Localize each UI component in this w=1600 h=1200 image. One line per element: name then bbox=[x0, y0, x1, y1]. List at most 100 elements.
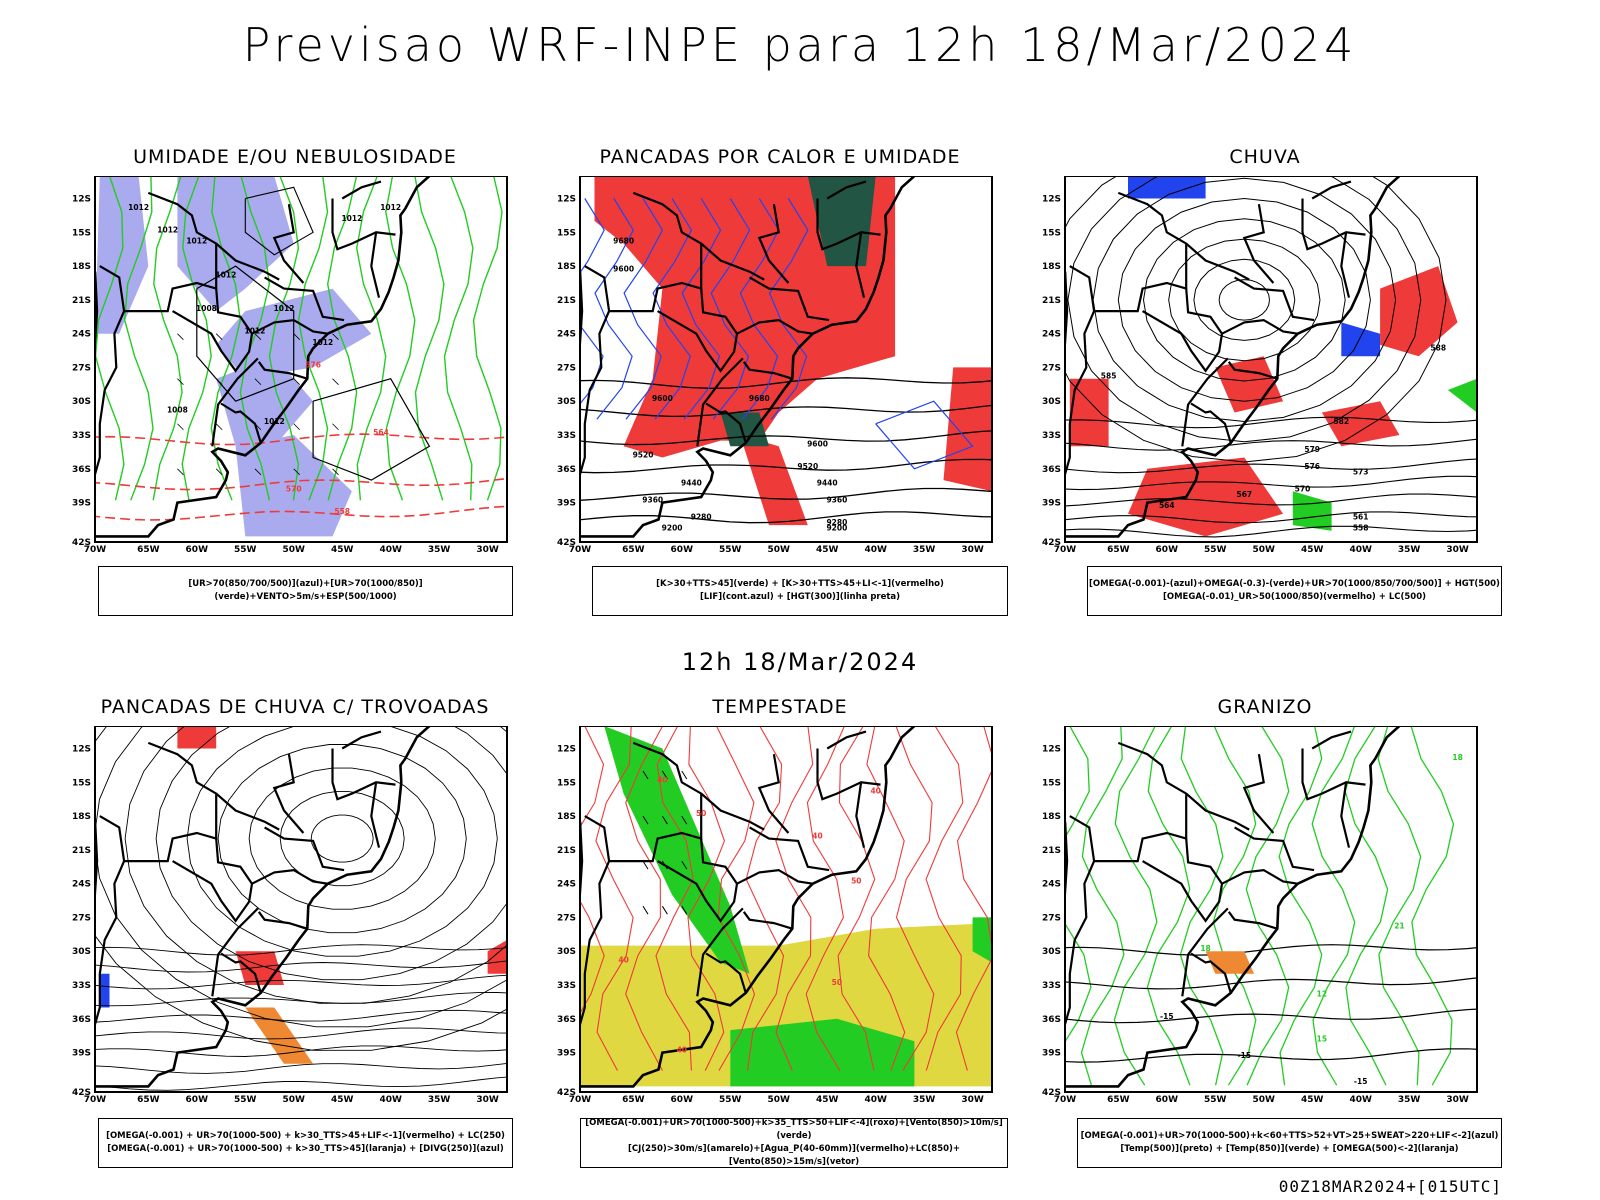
country-border bbox=[257, 361, 308, 380]
country-border bbox=[341, 730, 382, 750]
wind-vector bbox=[332, 378, 339, 385]
country-border bbox=[1242, 754, 1275, 834]
legend-line-2: [OMEGA(-0.01)_UR>50(1000/850)(vermelho) … bbox=[1162, 592, 1427, 602]
lon-tick-label: 45W bbox=[1301, 1095, 1324, 1105]
humidity-low-contour bbox=[210, 176, 242, 501]
precipitable-water-contour bbox=[837, 726, 876, 1071]
contour-label: 9680 bbox=[749, 394, 770, 403]
country-border bbox=[1181, 357, 1229, 447]
contour-label: 1008 bbox=[167, 405, 188, 414]
coastline bbox=[580, 726, 916, 1088]
lon-tick-label: 35W bbox=[1398, 545, 1421, 555]
hgt500-contour bbox=[1065, 416, 1477, 429]
streamline bbox=[1193, 258, 1296, 341]
contour-label: 570 bbox=[286, 484, 302, 493]
humidity-low-contour bbox=[181, 176, 212, 501]
lat-tick-label: 21S bbox=[1042, 846, 1061, 856]
hgt300-contour bbox=[580, 458, 992, 474]
lat-tick-label: 36S bbox=[1042, 1015, 1061, 1025]
lon-tick-label: 40W bbox=[864, 1095, 887, 1105]
country-border bbox=[1190, 402, 1232, 444]
country-border bbox=[816, 198, 881, 251]
panel-pancadas-calor: PANCADAS POR CALOR E UMIDADE 12S 15S 18S 21… bbox=[545, 146, 1015, 636]
rain-weak-area bbox=[1341, 322, 1381, 357]
streamline bbox=[1168, 238, 1321, 362]
country-border bbox=[1190, 952, 1232, 994]
country-border bbox=[855, 232, 866, 298]
lat-tick-label: 12S bbox=[72, 745, 91, 755]
contour-label: 40 bbox=[677, 1046, 687, 1055]
rain-area bbox=[1128, 457, 1284, 537]
lon-tick-label: 35W bbox=[1398, 1095, 1421, 1105]
lon-tick-label: 30W bbox=[1446, 545, 1469, 555]
lon-tick-label: 50W bbox=[768, 1095, 791, 1105]
lon-tick-label: 45W bbox=[331, 545, 354, 555]
map-frame bbox=[1064, 176, 1478, 543]
run-timestamp: 00Z18MAR2024+[015UTC] bbox=[1278, 1177, 1502, 1196]
lon-tick-label: 60W bbox=[1156, 1095, 1179, 1105]
contour-label: 1012 bbox=[380, 203, 401, 212]
wind-vector bbox=[293, 378, 301, 385]
country-border bbox=[657, 838, 739, 923]
strong-wind-area bbox=[730, 1018, 915, 1087]
country-border bbox=[264, 276, 345, 322]
lon-tick-label: 30W bbox=[476, 545, 499, 555]
pressure-contour bbox=[244, 186, 314, 256]
strong-wind-area bbox=[604, 726, 750, 974]
country-border bbox=[331, 748, 396, 801]
humidity-low-contour bbox=[297, 176, 329, 501]
lat-tick-label: 15S bbox=[1042, 228, 1061, 238]
lat-tick-label: 42S bbox=[72, 538, 91, 548]
country-border bbox=[1185, 242, 1250, 281]
streamline bbox=[217, 744, 467, 934]
country-border bbox=[215, 242, 280, 281]
heat-storm-area bbox=[594, 176, 896, 458]
temp850-contour bbox=[1278, 726, 1323, 1086]
lon-tick-label: 30W bbox=[961, 545, 984, 555]
lon-tick-label: 55W bbox=[234, 545, 257, 555]
lat-tick-label: 15S bbox=[72, 228, 91, 238]
country-border bbox=[1069, 741, 1188, 863]
lon-tick-label: 30W bbox=[476, 1095, 499, 1105]
contour-label: 1012 bbox=[128, 203, 149, 212]
contour-label: 21 bbox=[1394, 922, 1404, 931]
streamline bbox=[248, 767, 436, 910]
contour-label: -15 bbox=[1238, 1051, 1252, 1060]
precipitable-water-contour bbox=[895, 726, 935, 1071]
lat-tick-label: 39S bbox=[557, 499, 576, 509]
lat-tick-label: 42S bbox=[1042, 538, 1061, 548]
strong-wind-area bbox=[972, 917, 992, 963]
wind-vector bbox=[293, 333, 301, 340]
contour-label: 40 bbox=[657, 775, 667, 784]
lon-tick-label: 65W bbox=[622, 545, 645, 555]
lon-tick-label: 50W bbox=[1253, 545, 1276, 555]
country-border bbox=[757, 204, 790, 284]
map-frame bbox=[94, 176, 508, 543]
contour-label: 9440 bbox=[817, 479, 838, 488]
country-border bbox=[1340, 782, 1351, 848]
panel-chuva: CHUVA 12S 15S 18S 21S 24S 27S 30S 33S 36S 39S 42S 7… bbox=[1030, 146, 1502, 636]
contour-label: 573 bbox=[1353, 467, 1369, 476]
thickness-contour bbox=[95, 433, 507, 446]
wind-vector bbox=[293, 423, 301, 431]
lat-tick-label: 33S bbox=[557, 981, 576, 991]
lat-tick-label: 12S bbox=[1042, 195, 1061, 205]
rain-weak-area bbox=[1128, 176, 1206, 199]
lat-tick-label: 18S bbox=[72, 812, 91, 822]
temp850-contour bbox=[1245, 726, 1290, 1086]
lon-tick-label: 60W bbox=[671, 1095, 694, 1105]
panel-title: GRANIZO bbox=[1217, 696, 1313, 718]
lat-tick-label: 39S bbox=[557, 1049, 576, 1059]
lat-tick-label: 18S bbox=[557, 812, 576, 822]
panel-granizo: GRANIZO 12S 15S 18S 21S 24S 27S 30S 33S 36S 39S 42… bbox=[1030, 696, 1502, 1186]
country-border bbox=[99, 741, 218, 863]
lon-tick-label: 55W bbox=[719, 1095, 742, 1105]
temp500-contour bbox=[1065, 977, 1477, 990]
wind-vector bbox=[681, 860, 688, 870]
country-border bbox=[1221, 868, 1298, 885]
lat-tick-label: 36S bbox=[1042, 465, 1061, 475]
contour-label: 9200 bbox=[826, 524, 847, 533]
contour-label: 9600 bbox=[613, 265, 634, 274]
